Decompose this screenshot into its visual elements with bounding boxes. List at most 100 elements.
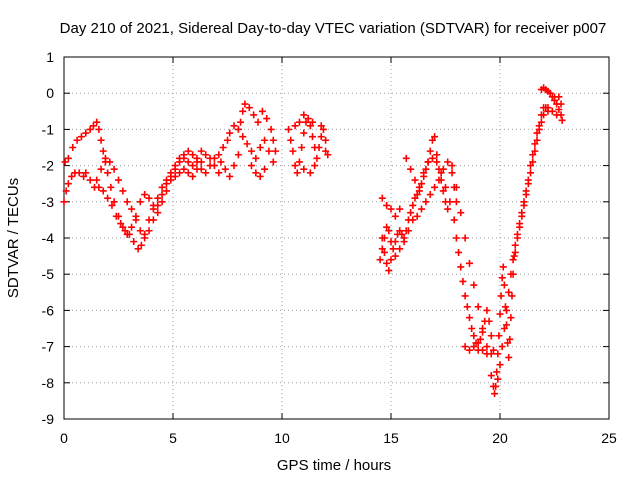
data-point	[239, 107, 247, 115]
data-point	[546, 89, 554, 97]
data-point	[256, 144, 264, 151]
data-point	[450, 216, 458, 224]
data-point	[452, 234, 460, 242]
data-point	[518, 212, 526, 220]
data-point	[491, 390, 499, 398]
data-point	[505, 288, 513, 296]
data-point	[210, 162, 218, 170]
data-point	[295, 158, 303, 166]
data-point	[62, 187, 70, 195]
data-point	[511, 248, 519, 256]
data-point	[398, 230, 406, 238]
data-point	[263, 115, 271, 123]
data-point	[93, 176, 101, 184]
data-point	[476, 335, 484, 343]
data-point	[516, 223, 524, 231]
data-point	[60, 198, 68, 206]
data-point	[86, 176, 94, 184]
data-point	[75, 169, 83, 177]
data-point	[141, 191, 149, 199]
data-point	[184, 158, 192, 166]
data-point	[217, 158, 225, 166]
data-point	[134, 245, 142, 253]
data-point	[557, 100, 565, 108]
data-point	[141, 234, 149, 242]
data-point	[137, 241, 145, 249]
data-point	[243, 140, 251, 148]
data-point	[162, 187, 170, 195]
data-point	[106, 158, 114, 166]
data-point	[433, 158, 441, 166]
data-point	[247, 147, 255, 155]
data-point	[495, 332, 503, 340]
data-point	[498, 274, 506, 282]
x-tick-label: 25	[601, 430, 617, 446]
data-point	[468, 325, 476, 332]
data-point	[448, 169, 456, 177]
data-point	[108, 201, 116, 209]
data-point	[241, 100, 249, 108]
data-point	[431, 183, 439, 191]
data-point	[465, 259, 473, 267]
x-tick-label: 15	[383, 430, 399, 446]
data-point	[306, 122, 314, 130]
data-point	[82, 129, 90, 137]
x-tick-label: 5	[169, 430, 177, 446]
data-point	[128, 223, 136, 231]
data-point	[544, 104, 552, 112]
data-point	[396, 245, 404, 253]
data-point	[553, 111, 561, 119]
data-point	[258, 107, 266, 115]
data-point	[95, 125, 103, 133]
data-point	[154, 194, 162, 202]
data-point	[68, 172, 76, 180]
data-point	[226, 172, 234, 180]
data-point	[555, 93, 563, 101]
data-point	[189, 162, 197, 170]
data-point	[89, 122, 97, 130]
data-point	[252, 154, 260, 162]
data-point	[457, 209, 465, 217]
data-point	[455, 248, 463, 256]
data-point	[115, 176, 122, 184]
data-point	[154, 201, 162, 209]
data-point	[391, 238, 399, 246]
data-point	[300, 111, 308, 119]
data-point	[452, 183, 460, 191]
data-point	[500, 281, 508, 289]
data-point	[483, 306, 491, 314]
data-point	[119, 187, 127, 195]
data-point	[119, 223, 127, 231]
data-point	[93, 118, 101, 126]
data-point	[293, 169, 301, 177]
data-point	[298, 144, 306, 151]
data-point	[252, 169, 260, 177]
data-point	[319, 125, 327, 133]
data-point	[230, 162, 238, 170]
x-tick-label: 20	[492, 430, 508, 446]
data-point	[271, 147, 279, 155]
data-point	[256, 172, 264, 180]
x-axis-title: GPS time / hours	[277, 457, 391, 474]
data-point	[237, 118, 245, 126]
data-point	[503, 306, 511, 314]
data-point	[424, 158, 432, 166]
data-point	[439, 187, 447, 195]
data-point	[498, 343, 506, 351]
data-point	[376, 256, 384, 264]
data-point	[457, 263, 465, 271]
data-point	[383, 201, 391, 209]
data-point	[409, 201, 417, 209]
data-point	[171, 165, 179, 173]
data-point	[418, 205, 426, 213]
data-point	[415, 183, 423, 191]
data-point	[101, 154, 109, 162]
data-point	[219, 144, 227, 151]
data-point	[224, 136, 231, 144]
data-point	[527, 169, 535, 177]
data-point	[465, 346, 473, 354]
data-point	[180, 165, 188, 173]
data-point	[230, 122, 238, 130]
data-point	[418, 180, 426, 188]
